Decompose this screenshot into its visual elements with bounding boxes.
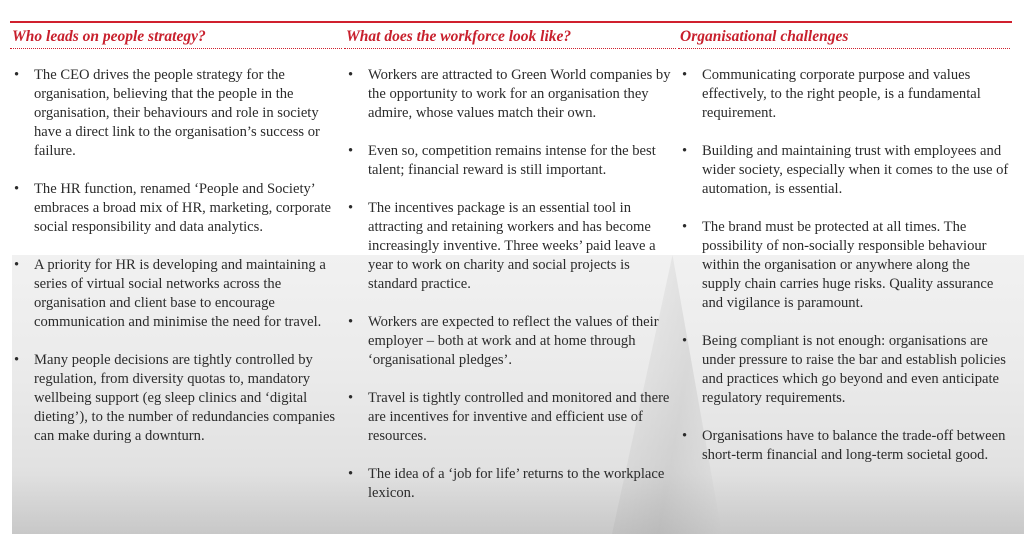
column-1: Who leads on people strategy? • The CEO dr…	[10, 26, 342, 465]
bullet-icon: •	[348, 314, 354, 330]
dotted-divider	[10, 48, 342, 49]
bullet-icon: •	[348, 67, 354, 83]
list-item: • A priority for HR is developing and mai…	[10, 256, 342, 332]
list-item: • The HR function, renamed ‘People and So…	[10, 180, 342, 237]
list-item-text: The incentives package is an essential t…	[368, 200, 656, 292]
bullet-icon: •	[682, 333, 688, 349]
list-item-text: Building and maintaining trust with empl…	[702, 143, 1009, 197]
bullet-icon: •	[348, 466, 354, 482]
list-item: • Many people decisions are tightly contr…	[10, 351, 342, 446]
list-item-text: The HR function, renamed ‘People and Soc…	[34, 181, 332, 235]
city-lights	[12, 474, 1024, 534]
list-item-text: Travel is tightly controlled and monitor…	[368, 390, 670, 444]
column-3: Organisational challenges • Communicating …	[678, 26, 1010, 484]
list-item: • The brand must be protected at all time…	[678, 218, 1010, 313]
list-item-text: A priority for HR is developing and main…	[34, 257, 326, 330]
list-item-text: Workers are expected to reflect the valu…	[368, 314, 659, 368]
list-item-text: Workers are attracted to Green World com…	[368, 67, 671, 121]
list-item-text: Being compliant is not enough: organisat…	[702, 333, 1006, 406]
bullet-icon: •	[14, 257, 20, 273]
list-item: • Workers are expected to reflect the val…	[344, 313, 676, 370]
list-item: • Being compliant is not enough: organisa…	[678, 332, 1010, 408]
city-skyline-background	[12, 255, 1024, 534]
column-heading: Who leads on people strategy?	[12, 28, 206, 45]
list-item-text: Organisations have to balance the trade-…	[702, 428, 1006, 463]
list-item: • Building and maintaining trust with emp…	[678, 142, 1010, 199]
bullet-icon: •	[348, 390, 354, 406]
dotted-divider	[678, 48, 1010, 49]
list-item: • The CEO drives the people strategy for …	[10, 66, 342, 161]
bullet-icon: •	[682, 143, 688, 159]
bullet-list: • Communicating corporate purpose and val…	[678, 66, 1010, 465]
bullet-icon: •	[348, 200, 354, 216]
bullet-icon: •	[14, 181, 20, 197]
bullet-icon: •	[682, 219, 688, 235]
list-item-text: The CEO drives the people strategy for t…	[34, 67, 320, 159]
list-item: • The idea of a ‘job for life’ returns to…	[344, 465, 676, 503]
list-item: • The incentives package is an essential …	[344, 199, 676, 294]
list-item: • Communicating corporate purpose and val…	[678, 66, 1010, 123]
list-item-text: Even so, competition remains intense for…	[368, 143, 656, 178]
dotted-divider	[344, 48, 676, 49]
bullet-icon: •	[348, 143, 354, 159]
list-item: • Organisations have to balance the trade…	[678, 427, 1010, 465]
bullet-list: • Workers are attracted to Green World co…	[344, 66, 676, 503]
list-item: • Travel is tightly controlled and monito…	[344, 389, 676, 446]
list-item-text: Communicating corporate purpose and valu…	[702, 67, 981, 121]
list-item-text: The brand must be protected at all times…	[702, 219, 994, 311]
bullet-list: • The CEO drives the people strategy for …	[10, 66, 342, 446]
column-2: What does the workforce look like? • Worke…	[344, 26, 676, 522]
bullet-icon: •	[682, 428, 688, 444]
list-item-text: Many people decisions are tightly contro…	[34, 352, 336, 444]
column-heading: Organisational challenges	[680, 28, 849, 45]
bullet-icon: •	[682, 67, 688, 83]
list-item: • Even so, competition remains intense fo…	[344, 142, 676, 180]
bullet-icon: •	[14, 67, 20, 83]
bullet-icon: •	[14, 352, 20, 368]
list-item: • Workers are attracted to Green World co…	[344, 66, 676, 123]
column-heading: What does the workforce look like?	[346, 28, 572, 45]
list-item-text: The idea of a ‘job for life’ returns to …	[368, 466, 665, 501]
top-rule	[10, 21, 1012, 23]
